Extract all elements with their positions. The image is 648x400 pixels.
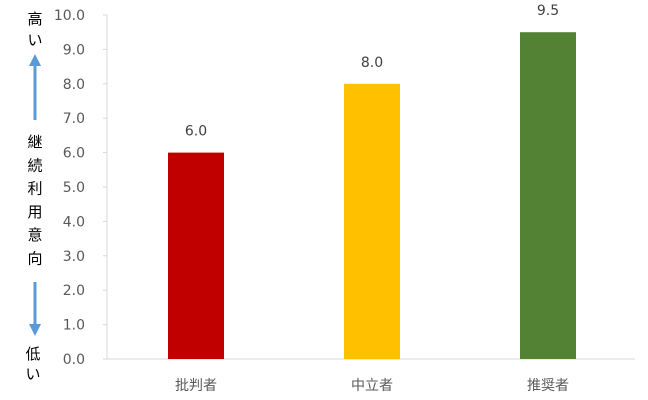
y-label-high: い (27, 31, 42, 49)
y-axis-title: 用 (27, 203, 42, 221)
y-label-low: い (25, 365, 40, 383)
y-label-low: 低 (25, 345, 40, 363)
bar-3 (520, 32, 576, 359)
y-axis-title: 利 (27, 180, 42, 198)
x-category-label: 中立者 (351, 378, 393, 394)
y-tick-label: 9.0 (63, 42, 85, 58)
y-tick-label: 5.0 (63, 180, 85, 196)
bar-1 (168, 152, 224, 359)
y-tick-label: 2.0 (63, 283, 85, 299)
y-tick-label: 4.0 (63, 214, 85, 230)
data-label: 8.0 (361, 55, 383, 71)
y-label-high: 高 (27, 10, 42, 28)
y-axis-title: 向 (27, 250, 42, 268)
y-axis-title: 続 (27, 156, 42, 174)
y-tick-label: 6.0 (63, 146, 85, 162)
y-tick-label: 1.0 (63, 318, 85, 334)
y-tick-label: 3.0 (63, 249, 85, 265)
y-tick-label: 8.0 (63, 77, 85, 93)
data-label: 6.0 (185, 124, 207, 140)
y-axis-title: 意 (27, 226, 42, 244)
arrow-up-head-icon (29, 54, 41, 66)
y-tick-label: 0.0 (63, 352, 85, 368)
y-tick-label: 7.0 (63, 111, 85, 127)
x-category-label: 批判者 (175, 378, 217, 394)
y-tick-label: 10.0 (54, 8, 85, 24)
x-category-label: 推奨者 (527, 378, 569, 394)
bar-2 (344, 83, 400, 360)
data-label: 9.5 (537, 3, 559, 19)
arrow-down-head-icon (29, 324, 41, 336)
y-axis-title: 継 (27, 133, 42, 151)
